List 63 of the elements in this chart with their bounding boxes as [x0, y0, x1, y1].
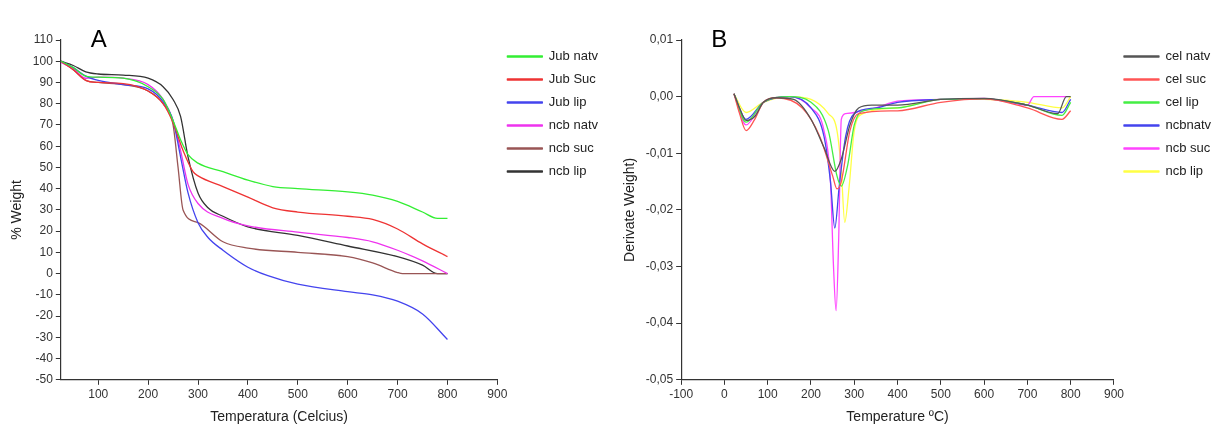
x-tick-label: 200 — [800, 387, 822, 402]
annotation: A — [90, 24, 107, 52]
legend-label: ncb lip — [1165, 163, 1204, 179]
x-axis-title: Temperatura (Celcius) — [210, 408, 348, 425]
x-tick-label: 600 — [337, 387, 359, 402]
y-tick-label: 30 — [39, 202, 54, 217]
legend-label: Jub natv — [548, 48, 599, 64]
x-tick-label: 100 — [88, 387, 109, 402]
y-tick-label: 100 — [32, 53, 54, 68]
y-axis-title: % Weight — [8, 179, 25, 240]
legend-label: Jub Suc — [548, 71, 597, 87]
x-tick-label: 500 — [930, 387, 952, 402]
x-tick-label: 600 — [974, 387, 995, 402]
y-tick-label: 90 — [39, 74, 54, 89]
y-tick-label: -0,03 — [645, 258, 674, 273]
annotation: B — [711, 24, 728, 52]
x-tick-label: 400 — [237, 387, 259, 402]
y-tick-label: -40 — [35, 350, 54, 365]
y-tick-label: 40 — [39, 180, 54, 195]
legend-label: ncbnatv — [1165, 117, 1212, 133]
y-tick-label: -0,02 — [645, 202, 674, 217]
y-tick-label: 0,01 — [649, 32, 674, 47]
x-tick-label: 500 — [287, 387, 309, 402]
x-tick-label: 100 — [757, 387, 779, 402]
y-tick-label: -20 — [35, 308, 54, 323]
y-tick-label: -0,04 — [645, 315, 674, 330]
y-axis-title: Derivate Weight) — [621, 157, 638, 262]
legend-label: ncb lip — [548, 163, 587, 179]
x-tick-label: 700 — [1017, 387, 1038, 402]
x-tick-label: 300 — [844, 387, 865, 402]
y-tick-label: -30 — [35, 329, 54, 344]
y-tick-label: 0,00 — [649, 88, 674, 103]
legend-label: cel suc — [1165, 71, 1207, 87]
y-tick-label: 10 — [39, 244, 54, 259]
y-tick-label: 80 — [39, 96, 54, 111]
y-tick-label: 0 — [46, 265, 54, 280]
x-tick-label: 700 — [387, 387, 408, 402]
line-series — [60, 60, 449, 220]
y-tick-label: 110 — [33, 32, 54, 47]
y-tick-label: -10 — [35, 287, 54, 302]
x-tick-label: 800 — [437, 387, 458, 402]
legend-label: ncb natv — [548, 117, 599, 133]
y-tick-label: -50 — [35, 372, 54, 387]
x-tick-label: 300 — [188, 387, 209, 402]
legend-label: ncb suc — [1165, 140, 1211, 156]
y-tick-label: 20 — [39, 223, 54, 238]
x-tick-label: 0 — [721, 387, 729, 402]
x-tick-label: 200 — [138, 387, 159, 402]
x-tick-label: 400 — [887, 387, 908, 402]
y-tick-label: 50 — [39, 159, 54, 174]
legend-label: cel lip — [1165, 94, 1199, 110]
y-tick-label: -0,05 — [645, 372, 674, 387]
legend-label: Jub lip — [548, 94, 587, 110]
x-tick-label: 900 — [487, 387, 508, 402]
y-tick-label: 70 — [39, 117, 54, 132]
x-tick-label: 900 — [1103, 387, 1125, 402]
y-tick-label: -0,01 — [645, 145, 674, 160]
x-axis-title: Temperature ºC) — [846, 408, 949, 425]
legend-label: cel natv — [1165, 48, 1211, 64]
legend-label: ncb suc — [548, 140, 595, 156]
x-tick-label: 800 — [1060, 387, 1082, 402]
y-tick-label: 60 — [39, 138, 54, 153]
x-tick-label: -100 — [669, 387, 694, 402]
